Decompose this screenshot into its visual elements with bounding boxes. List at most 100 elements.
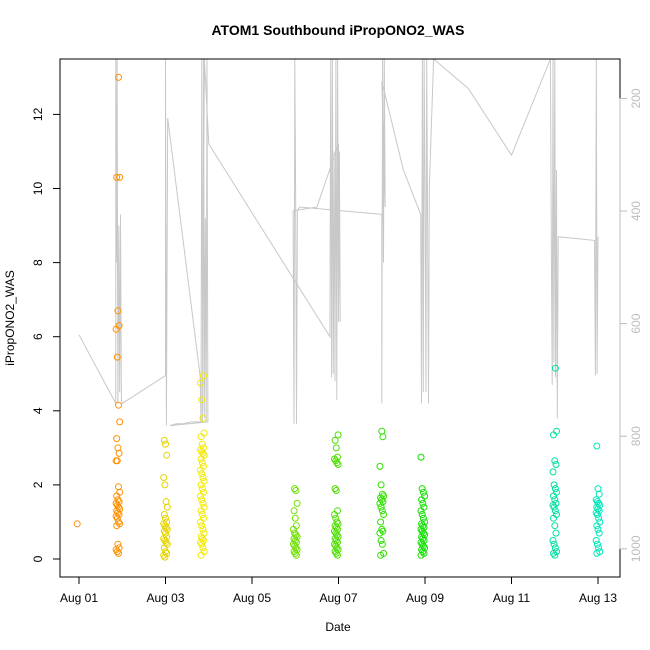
data-point [199,414,207,422]
data-point [115,401,122,409]
data-point [419,514,427,522]
x-tick-label: Aug 05 [233,591,271,605]
data-point [594,525,602,533]
x-tick-label: Aug 09 [406,591,444,605]
data-point [379,433,387,441]
data-point [162,514,169,522]
data-point [551,551,559,559]
data-point [377,518,385,526]
data-point [332,487,340,494]
data-point [377,503,385,511]
data-point [198,448,206,456]
data-points [73,73,604,561]
data-point [376,499,384,507]
y-axis-label: iPropONO2_WAS [3,270,17,366]
data-point [200,372,207,380]
data-point [197,455,205,463]
y-tick-label: 8 [31,259,45,266]
data-point [417,525,425,533]
chart-title: ATOM1 Southbound iPropONO2_WAS [211,22,464,38]
data-point [113,548,121,556]
data-point [112,512,120,520]
data-point [551,522,559,530]
data-point [289,525,297,533]
x-tick-label: Aug 03 [146,591,184,605]
data-point [551,507,559,515]
data-point [160,520,168,528]
y-tick-label: 6 [31,333,45,340]
data-point [594,485,602,493]
data-point [114,444,122,452]
data-point [199,474,207,481]
y-tick-label: 4 [31,407,45,414]
data-point [197,551,205,559]
data-point [197,379,204,387]
y-tick-label: 10 [31,182,45,196]
data-point [550,503,558,511]
data-point [112,499,120,507]
data-point [198,470,206,478]
data-point [113,492,121,500]
data-point [334,461,342,468]
data-point [161,537,169,544]
data-point [417,507,425,515]
right-tick-label: 600 [629,313,643,333]
data-point [550,514,557,522]
data-point [198,522,206,530]
data-point [162,498,170,506]
data-point [292,551,300,559]
data-point [160,551,168,559]
data-point [593,442,601,450]
right-tick-label: 200 [629,88,643,108]
data-point [378,427,386,435]
data-point [198,485,206,493]
data-point [199,544,207,552]
data-point [290,507,298,515]
data-point [378,540,386,548]
data-point [112,325,120,333]
data-point [115,449,123,457]
data-point [199,525,207,533]
data-point [551,364,559,372]
data-point [163,503,171,511]
data-point [198,440,206,448]
y-axis: 0 2 4 6 8 10 12 [31,107,61,562]
data-point [198,540,206,548]
data-point [292,487,300,494]
data-point [418,511,426,518]
data-point [595,514,603,522]
data-point [114,307,122,315]
data-point [113,514,121,522]
data-point [291,514,299,522]
data-point [162,440,169,448]
data-point [197,538,204,546]
data-point [376,529,384,537]
data-point [334,431,342,439]
x-tick-label: Aug 01 [60,591,98,605]
data-point [593,522,601,530]
data-point [334,551,341,559]
flight-track [78,57,599,427]
data-point [197,492,204,500]
x-tick-label: Aug 07 [319,591,357,605]
data-point [331,548,339,556]
data-point [197,446,204,454]
data-point [161,481,169,489]
data-point [417,551,425,559]
data-point [552,529,560,537]
data-point [198,396,206,404]
y-tick-label: 12 [31,107,45,121]
data-point [116,173,124,181]
data-point [419,548,427,556]
data-point [331,455,338,463]
data-point [160,535,168,543]
data-point [377,481,385,489]
y-tick-label: 2 [31,481,45,488]
right-tick-label: 800 [629,426,643,446]
data-point [552,461,560,468]
data-point [331,511,338,518]
right-tick-label: 1000 [629,535,643,562]
y-tick-label: 0 [31,555,45,562]
data-point [550,431,557,439]
